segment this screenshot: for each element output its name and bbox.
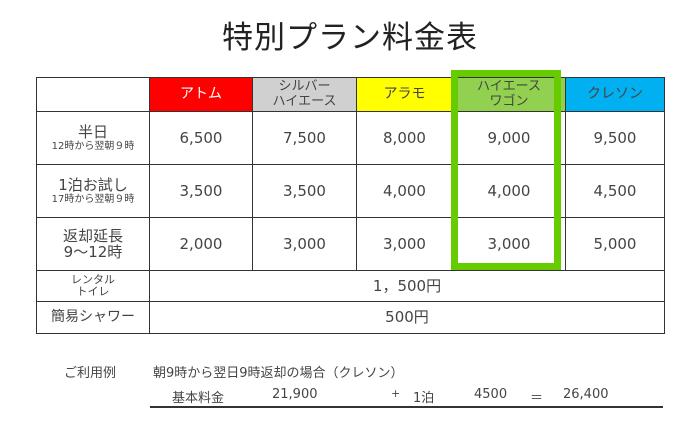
price-cell: 2,000	[149, 217, 253, 271]
base-price: 21,900	[272, 387, 318, 402]
extra-row: 簡易シャワー 500円	[36, 301, 665, 334]
price-cell: 3,500	[149, 164, 253, 218]
corner-cell	[36, 77, 150, 112]
night-label: 1泊	[413, 391, 435, 406]
extra-value: 1，500円	[149, 270, 665, 302]
price-cell: 5,000	[565, 217, 665, 271]
header-row: アトム シルバー ハイエース アラモ ハイエース ワゴン クレソン	[36, 77, 665, 112]
equals: ＝	[530, 391, 544, 406]
header-hiace-wagon: ハイエース ワゴン	[452, 77, 566, 112]
price-cell: 8,000	[356, 111, 453, 165]
table-row: 返却延長 9～12時 2,000 3,000 3,000 3,000 5,000	[36, 217, 665, 271]
example-desc: 朝9時から翌日9時返却の場合（クレソン）	[153, 366, 404, 381]
extra-row: レンタル トイレ 1，500円	[36, 270, 665, 302]
table-row: 半日 12時から翌朝９時 6,500 7,500 8,000 9,000 9,50…	[36, 111, 665, 165]
price-cell: 4,000	[356, 164, 453, 218]
page-title: 特別プラン料金表	[222, 20, 478, 56]
price-cell: 4,500	[565, 164, 665, 218]
price-cell: 6,500	[149, 111, 253, 165]
header-alamo: アラモ	[356, 77, 453, 112]
table-row: 1泊お試し 17時から翌朝９時 3,500 3,500 4,000 4,000 4…	[36, 164, 665, 218]
header-silver-hiace: シルバー ハイエース	[252, 77, 357, 112]
row-label: 1泊お試し 17時から翌朝９時	[36, 164, 150, 218]
plus: +	[391, 387, 401, 400]
header-atom: アトム	[149, 77, 253, 112]
price-table: アトム シルバー ハイエース アラモ ハイエース ワゴン クレソン 半日 12時か…	[36, 77, 665, 334]
extra-value: 500円	[149, 301, 665, 334]
example-label: ご利用例	[64, 366, 117, 381]
price-cell: 9,500	[565, 111, 665, 165]
row-label: 半日 12時から翌朝９時	[36, 111, 150, 165]
night-price: 4500	[474, 387, 508, 402]
price-cell: 3,000	[356, 217, 453, 271]
price-cell: 3,000	[452, 217, 566, 271]
price-cell: 3,500	[252, 164, 357, 218]
extra-label: レンタル トイレ	[36, 270, 150, 302]
total-price: 26,400	[563, 387, 609, 402]
highlight-box	[451, 70, 561, 270]
row-label: 返却延長 9～12時	[36, 217, 150, 271]
price-cell: 7,500	[252, 111, 357, 165]
underline	[150, 406, 663, 408]
base-label: 基本料金	[172, 391, 225, 406]
header-creson: クレソン	[565, 77, 665, 112]
extra-label: 簡易シャワー	[36, 301, 150, 334]
price-cell: 3,000	[252, 217, 357, 271]
